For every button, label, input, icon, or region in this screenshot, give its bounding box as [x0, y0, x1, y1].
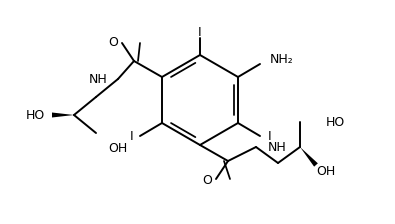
Text: NH: NH: [268, 140, 287, 153]
Text: OH: OH: [316, 164, 335, 177]
Polygon shape: [300, 147, 318, 167]
Text: HO: HO: [326, 116, 345, 129]
Polygon shape: [52, 112, 74, 118]
Text: OH: OH: [108, 142, 127, 155]
Text: I: I: [130, 129, 133, 142]
Text: O: O: [202, 174, 212, 187]
Text: I: I: [268, 129, 272, 142]
Text: O: O: [108, 35, 118, 49]
Text: NH₂: NH₂: [270, 52, 294, 65]
Text: NH: NH: [89, 73, 108, 86]
Text: I: I: [198, 26, 202, 39]
Text: HO: HO: [26, 108, 45, 121]
